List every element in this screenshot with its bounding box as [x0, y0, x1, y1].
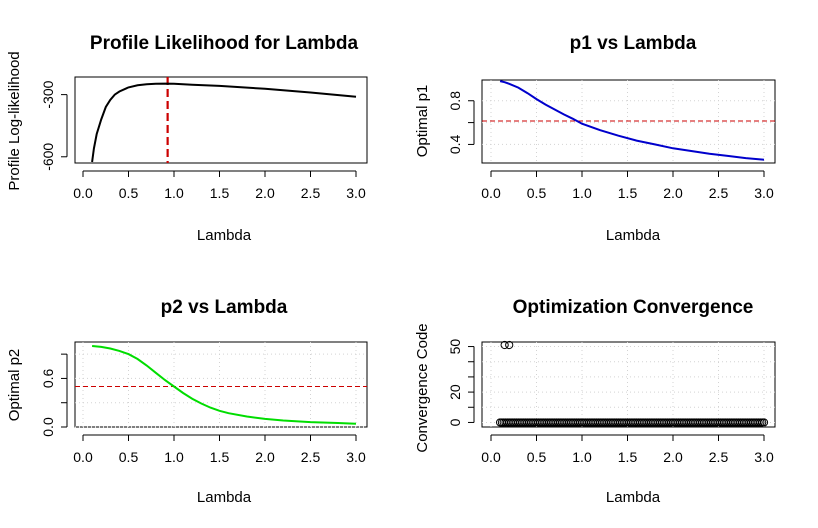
plot-frame: [74, 76, 368, 164]
y-tick-label: 0.4: [447, 134, 463, 154]
chart-title: Optimization Convergence: [513, 297, 754, 318]
x-axis: 0.0 0.5 1.0 1.5 2.0 2.5 3.0: [481, 434, 774, 465]
panel-p1: p1 vs Lambda Lambda Optimal p1 0.0 0.5 1.0…: [414, 33, 776, 244]
y-axis-label: Convergence Code: [414, 323, 431, 452]
plot-frame: [481, 341, 776, 428]
x-tick-label: 1.5: [618, 185, 638, 201]
data-point: [505, 340, 514, 350]
panel-p2: p2 vs Lambda Lambda Optimal p2 0.0 0.5 1.0…: [6, 297, 368, 506]
x-tick-label: 2.0: [255, 185, 275, 201]
y-tick-label: -300: [40, 80, 56, 108]
x-tick-label: 1.0: [572, 185, 592, 201]
series-line: [499, 80, 765, 161]
x-tick-label: 1.0: [164, 449, 184, 465]
y-axis-label: Profile Log-likelihood: [6, 51, 23, 190]
x-tick-label: 0.5: [119, 449, 139, 465]
x-axis: 0.0 0.5 1.0 1.5 2.0 2.5 3.0: [73, 170, 366, 201]
y-tick-label: 0.6: [40, 368, 56, 388]
x-tick-label: 3.0: [346, 449, 366, 465]
x-tick-label: 0.0: [73, 449, 93, 465]
x-tick-label: 0.5: [527, 185, 547, 201]
plot-frame: [481, 79, 776, 164]
x-tick-label: 3.0: [754, 185, 774, 201]
x-axis: 0.0 0.5 1.0 1.5 2.0 2.5 3.0: [481, 170, 774, 201]
y-tick-label: 0.0: [40, 417, 56, 437]
panel-convergence: Optimization Convergence Lambda Converge…: [414, 297, 776, 506]
y-axis-label: Optimal p1: [414, 85, 431, 158]
plot-frame: [74, 341, 368, 428]
x-axis-label: Lambda: [606, 489, 661, 506]
x-tick-label: 2.5: [301, 449, 321, 465]
x-tick-label: 3.0: [346, 185, 366, 201]
x-tick-label: 3.0: [754, 449, 774, 465]
panel-profile-likelihood: Profile Likelihood for Lambda Lambda Pro…: [6, 33, 368, 244]
data-point: [759, 418, 769, 427]
x-tick-label: 1.5: [210, 449, 230, 465]
x-tick-label: 2.0: [663, 449, 683, 465]
x-tick-label: 2.5: [709, 449, 729, 465]
x-tick-label: 2.0: [663, 185, 683, 201]
y-axis: 0 20 50: [447, 339, 475, 426]
x-tick-label: 0.0: [481, 185, 501, 201]
x-tick-label: 2.0: [255, 449, 275, 465]
series-line: [92, 345, 357, 425]
plot-area: [482, 80, 775, 163]
x-tick-label: 1.0: [572, 449, 592, 465]
chart-title: p2 vs Lambda: [161, 297, 288, 318]
y-tick-label: 20: [447, 384, 463, 400]
x-tick-label: 0.0: [73, 185, 93, 201]
y-axis-label: Optimal p2: [6, 349, 23, 422]
plot-area: [482, 340, 775, 427]
series-line: [91, 82, 357, 163]
y-tick-label: -600: [40, 143, 56, 171]
plot-area: [91, 77, 357, 163]
y-tick-label: 50: [447, 339, 463, 355]
chart-title: p1 vs Lambda: [570, 33, 697, 54]
y-axis: 0.0 0.6: [40, 353, 68, 437]
x-tick-label: 1.5: [618, 449, 638, 465]
x-tick-label: 1.0: [164, 185, 184, 201]
x-tick-label: 0.5: [527, 449, 547, 465]
x-axis: 0.0 0.5 1.0 1.5 2.0 2.5 3.0: [73, 434, 366, 465]
x-tick-label: 0.5: [119, 185, 139, 201]
plot-area: [75, 342, 367, 428]
x-tick-label: 0.0: [481, 449, 501, 465]
x-axis-label: Lambda: [197, 227, 252, 244]
y-tick-label: 0: [447, 418, 463, 426]
x-axis-label: Lambda: [197, 489, 252, 506]
x-tick-label: 1.5: [210, 185, 230, 201]
y-axis: -600 -300: [40, 80, 68, 171]
y-tick-label: 0.8: [447, 91, 463, 111]
y-axis: 0.4 0.8: [447, 91, 475, 154]
chart-title: Profile Likelihood for Lambda: [90, 33, 359, 54]
x-tick-label: 2.5: [301, 185, 321, 201]
x-tick-label: 2.5: [709, 185, 729, 201]
data-point: [500, 340, 509, 350]
x-axis-label: Lambda: [606, 227, 661, 244]
